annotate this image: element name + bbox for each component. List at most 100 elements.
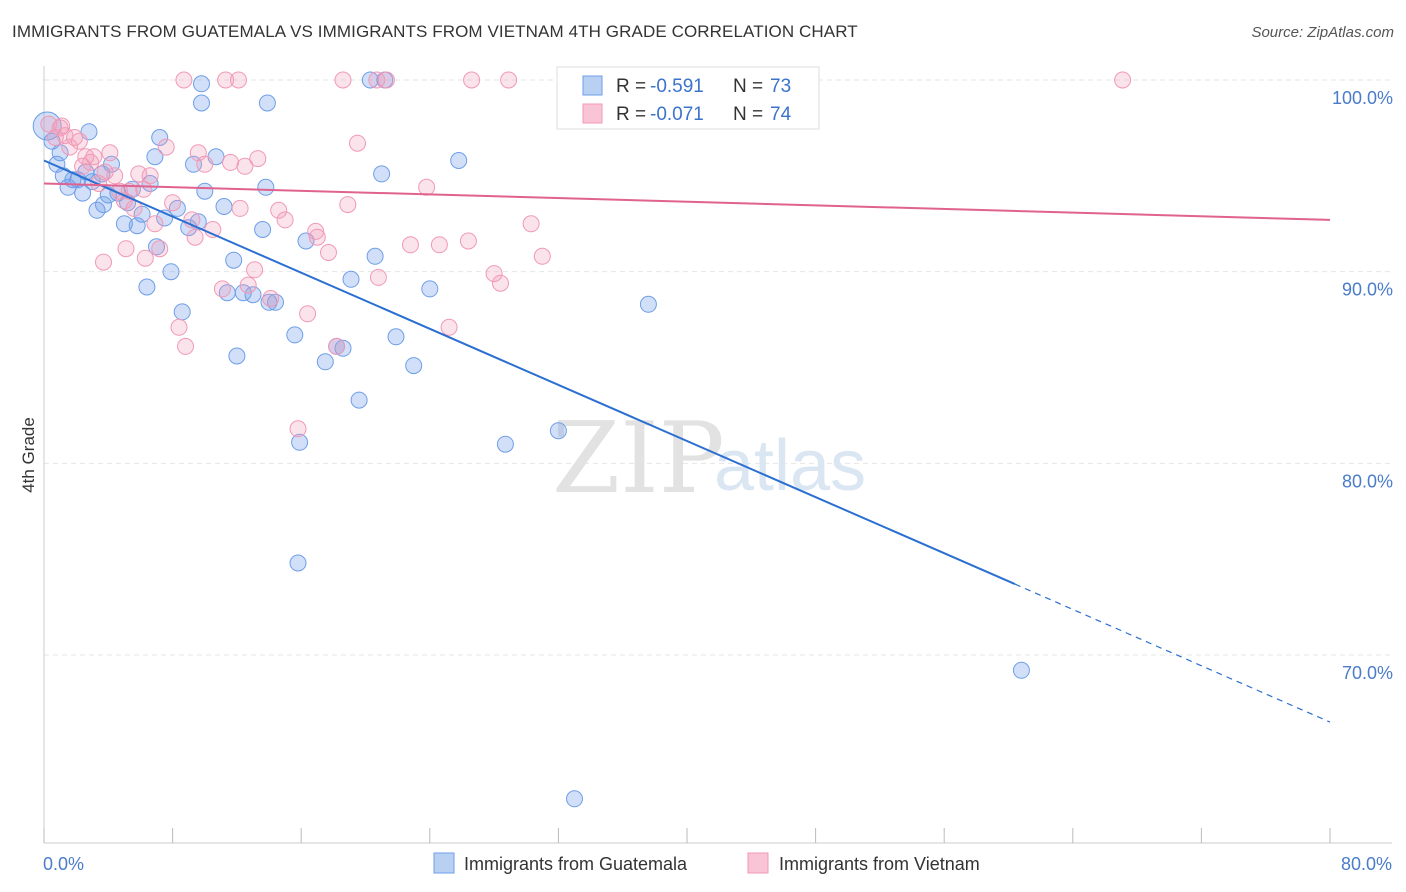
point-guatemala-35 xyxy=(228,347,246,365)
legend: Immigrants from Guatemala Immigrants fro… xyxy=(433,852,980,874)
point-vietnam-61 xyxy=(463,71,481,89)
y-tick-label-0: 100.0% xyxy=(1332,88,1393,108)
point-guatemala-65 xyxy=(258,94,276,112)
point-vietnam-6 xyxy=(70,132,88,150)
point-vietnam-71 xyxy=(136,249,154,267)
point-vietnam-43 xyxy=(339,196,357,214)
point-vietnam-70 xyxy=(53,117,71,135)
point-guatemala-53 xyxy=(405,357,423,375)
stats-r-label-guatemala: R = xyxy=(616,76,646,97)
point-vietnam-49 xyxy=(430,236,448,254)
point-guatemala-48 xyxy=(342,270,360,288)
point-vietnam-56 xyxy=(175,71,193,89)
point-guatemala-25 xyxy=(168,199,186,217)
stats-swatch-guatemala xyxy=(582,75,603,96)
point-vietnam-39 xyxy=(299,305,317,323)
point-vietnam-33 xyxy=(231,199,249,217)
y-tick-label-1: 90.0% xyxy=(1342,280,1393,300)
point-guatemala-22 xyxy=(148,238,165,256)
point-guatemala-11 xyxy=(95,196,112,214)
legend-label-vietnam: Immigrants from Vietnam xyxy=(779,854,980,874)
point-guatemala-10 xyxy=(88,201,106,219)
point-guatemala-54 xyxy=(421,280,439,298)
point-vietnam-31 xyxy=(213,280,231,298)
point-vietnam-34 xyxy=(239,276,257,294)
axes xyxy=(43,66,1392,844)
point-guatemala-24 xyxy=(162,263,180,281)
point-guatemala-59 xyxy=(639,295,657,313)
point-vietnam-36 xyxy=(262,290,280,307)
point-guatemala-66 xyxy=(151,129,169,146)
point-vietnam-47 xyxy=(402,236,419,254)
point-vietnam-65 xyxy=(270,201,288,219)
point-guatemala-51 xyxy=(373,165,391,183)
point-vietnam-73 xyxy=(307,222,325,240)
point-vietnam-52 xyxy=(485,265,503,283)
point-vietnam-23 xyxy=(157,138,175,156)
legend-swatch-vietnam xyxy=(747,852,769,874)
point-vietnam-67 xyxy=(117,240,135,258)
point-guatemala-69 xyxy=(93,165,111,183)
point-guatemala-31 xyxy=(196,182,214,200)
point-guatemala-60 xyxy=(1012,661,1030,679)
point-guatemala-30 xyxy=(193,94,210,112)
point-vietnam-45 xyxy=(369,268,387,286)
point-vietnam-29 xyxy=(196,155,214,173)
point-vietnam-13 xyxy=(106,167,124,185)
point-guatemala-20 xyxy=(138,278,156,296)
stats-swatch-vietnam xyxy=(582,103,603,124)
point-vietnam-32 xyxy=(222,153,239,171)
point-vietnam-24 xyxy=(164,194,182,212)
point-guatemala-47 xyxy=(334,339,352,357)
point-vietnam-64 xyxy=(236,157,254,175)
watermark-zip: ZIP xyxy=(552,402,725,516)
legend-swatch-guatemala xyxy=(433,852,455,874)
trend-line-guatemala xyxy=(43,159,1016,585)
point-vietnam-4 xyxy=(61,138,79,156)
point-guatemala-26 xyxy=(173,303,191,321)
trend-line-vietnam xyxy=(43,182,1331,221)
stats-box: R = -0.591 N = 73 R = -0.071 N = 74 xyxy=(556,66,820,130)
point-guatemala-44 xyxy=(289,554,307,572)
point-guatemala-39 xyxy=(257,178,275,196)
point-vietnam-11 xyxy=(96,163,114,181)
point-vietnam-30 xyxy=(204,221,222,238)
point-vietnam-8 xyxy=(82,153,100,171)
point-vietnam-50 xyxy=(440,318,458,336)
point-guatemala-64 xyxy=(193,75,210,93)
point-vietnam-44 xyxy=(349,134,366,152)
point-vietnam-53 xyxy=(492,274,509,292)
point-vietnam-63 xyxy=(1114,71,1132,89)
point-vietnam-26 xyxy=(177,337,194,355)
legend-label-guatemala: Immigrants from Guatemala xyxy=(464,854,688,874)
point-guatemala-50 xyxy=(366,247,384,265)
point-vietnam-41 xyxy=(320,244,337,261)
data-points xyxy=(32,71,1132,808)
trend-line-guatemala-extension xyxy=(1014,583,1331,723)
x-tick-label-max: 80.0% xyxy=(1341,854,1392,874)
point-vietnam-54 xyxy=(522,215,540,233)
y-tick-label-3: 70.0% xyxy=(1342,663,1393,683)
point-vietnam-9 xyxy=(85,148,103,166)
point-vietnam-40 xyxy=(308,228,326,246)
point-guatemala-58 xyxy=(566,790,583,808)
point-vietnam-66 xyxy=(186,228,204,246)
point-guatemala-37 xyxy=(244,286,262,304)
point-vietnam-58 xyxy=(230,71,247,89)
point-guatemala-56 xyxy=(496,435,514,453)
point-vietnam-48 xyxy=(418,178,436,196)
watermark-atlas: atlas xyxy=(714,426,866,506)
point-vietnam-62 xyxy=(500,71,518,89)
point-guatemala-68 xyxy=(51,144,69,162)
stats-n-label-guatemala: N = xyxy=(733,76,763,97)
trend-lines xyxy=(43,159,1331,723)
point-guatemala-43 xyxy=(291,433,309,451)
point-guatemala-57 xyxy=(549,422,567,440)
point-vietnam-69 xyxy=(74,157,92,175)
point-vietnam-37 xyxy=(276,211,294,229)
point-vietnam-57 xyxy=(217,71,235,89)
source-credit: Source: ZipAtlas.com xyxy=(1251,24,1394,41)
y-axis-label: 4th Grade xyxy=(19,417,38,493)
point-guatemala-15 xyxy=(115,215,133,233)
